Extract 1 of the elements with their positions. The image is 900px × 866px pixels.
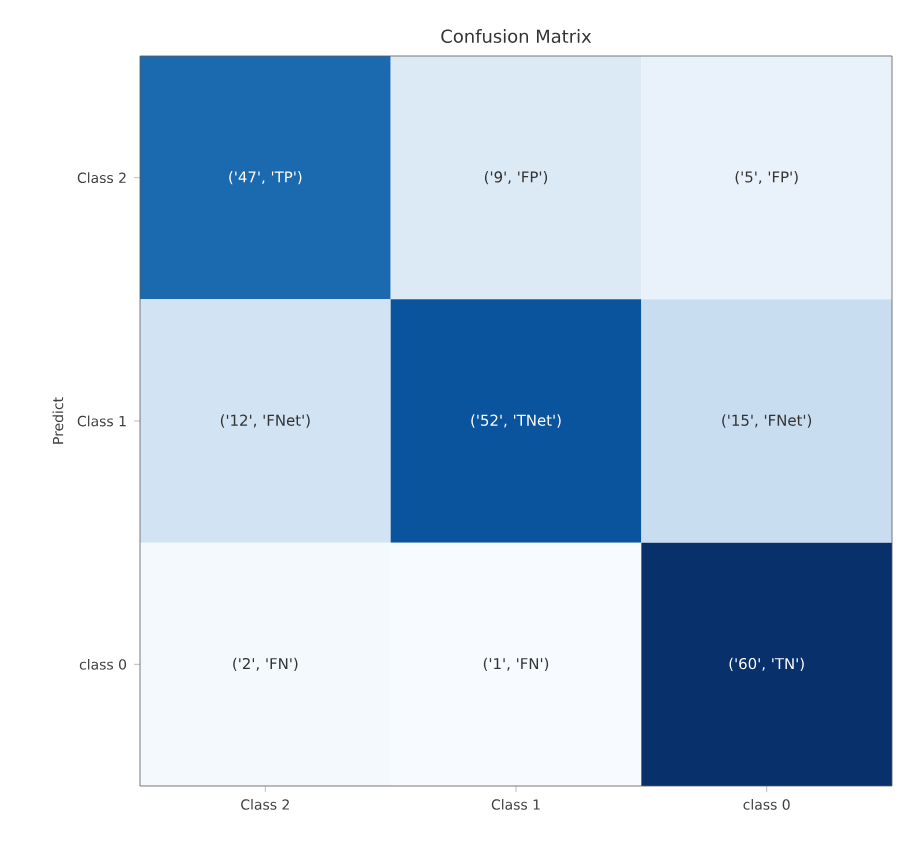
chart-title: Confusion Matrix (441, 29, 592, 43)
